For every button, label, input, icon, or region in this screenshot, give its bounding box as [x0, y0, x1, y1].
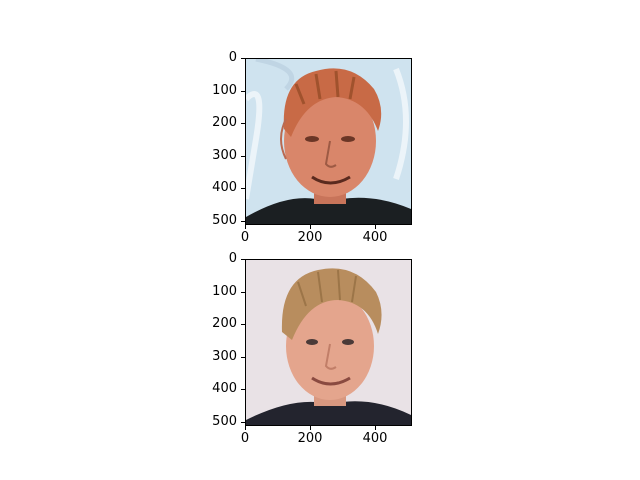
x-tick-label: 400 — [362, 230, 388, 245]
y-tick-label: 300 — [212, 349, 237, 364]
x-tick-label: 400 — [362, 431, 388, 446]
y-tick-label: 200 — [212, 115, 237, 130]
y-tick — [241, 221, 245, 222]
y-tick-label: 500 — [212, 414, 237, 429]
x-tick — [375, 426, 376, 430]
y-tick-label: 400 — [212, 381, 237, 396]
y-tick — [241, 123, 245, 124]
x-tick-label: 0 — [240, 230, 250, 245]
x-tick — [375, 225, 376, 229]
x-tick-label: 200 — [297, 230, 323, 245]
x-tick-label: 0 — [240, 431, 250, 446]
y-tick — [241, 292, 245, 293]
stylized-face-panel — [245, 58, 412, 225]
x-tick — [310, 225, 311, 229]
y-tick-label: 100 — [212, 83, 237, 98]
y-tick — [241, 188, 245, 189]
y-tick — [241, 156, 245, 157]
y-tick — [241, 324, 245, 325]
y-tick — [241, 357, 245, 358]
x-tick — [245, 225, 246, 229]
y-tick — [241, 58, 245, 59]
photo-face-image — [246, 260, 411, 425]
y-tick-label: 500 — [212, 213, 237, 228]
y-tick — [241, 389, 245, 390]
photo-face-panel — [245, 259, 412, 426]
y-tick-label: 0 — [228, 50, 237, 65]
stylized-face-image — [246, 59, 411, 224]
y-tick — [241, 91, 245, 92]
y-tick — [241, 259, 245, 260]
x-tick — [245, 426, 246, 430]
y-tick-label: 400 — [212, 180, 237, 195]
x-tick-label: 200 — [297, 431, 323, 446]
x-tick — [310, 426, 311, 430]
y-tick-label: 100 — [212, 284, 237, 299]
y-tick-label: 0 — [228, 251, 237, 266]
y-tick-label: 200 — [212, 316, 237, 331]
y-tick — [241, 422, 245, 423]
y-tick-label: 300 — [212, 148, 237, 163]
